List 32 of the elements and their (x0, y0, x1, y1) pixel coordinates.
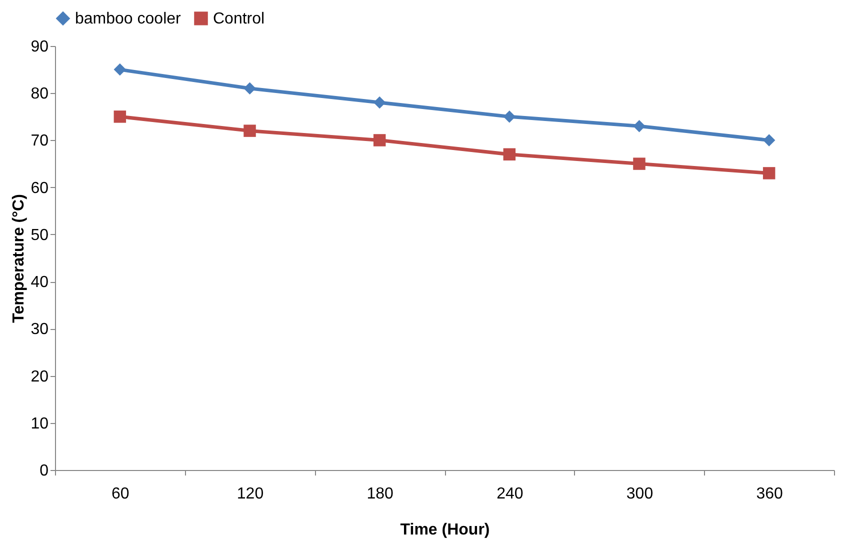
point (244, 82, 256, 95)
y-tick-label: 20 (30, 368, 49, 386)
y-tick-label: 70 (30, 132, 49, 150)
x-tick-label: 60 (112, 486, 130, 502)
point (503, 110, 516, 123)
x-tick-label: 240 (496, 486, 524, 502)
x-tick-label: 360 (756, 486, 784, 502)
point (373, 96, 386, 109)
legend-label: Control (213, 10, 265, 28)
point (114, 63, 126, 76)
point (762, 167, 776, 180)
point (114, 110, 126, 123)
x-axis-title: Time (Hour) (400, 522, 490, 538)
y-tick-label: 50 (30, 226, 49, 244)
x-tick-label: 120 (236, 486, 264, 502)
point (633, 158, 646, 170)
x-tick-label: 180 (366, 486, 394, 502)
y-tick-label: 10 (30, 415, 49, 432)
point (633, 120, 646, 132)
point (503, 148, 516, 160)
point (762, 134, 776, 146)
y-axis-title: Temperature (°C) (10, 194, 28, 323)
y-tick-label: 80 (30, 86, 49, 103)
y-tick-label: 40 (30, 274, 49, 292)
y-tick-label: 0 (40, 462, 49, 480)
point (373, 134, 386, 146)
point (244, 124, 256, 137)
legend-label: bamboo cooler (75, 10, 182, 28)
y-tick-label: 30 (30, 321, 49, 338)
y-tick-label: 90 (30, 38, 49, 56)
x-tick-label: 300 (626, 486, 654, 502)
y-tick-label: 60 (30, 180, 49, 197)
